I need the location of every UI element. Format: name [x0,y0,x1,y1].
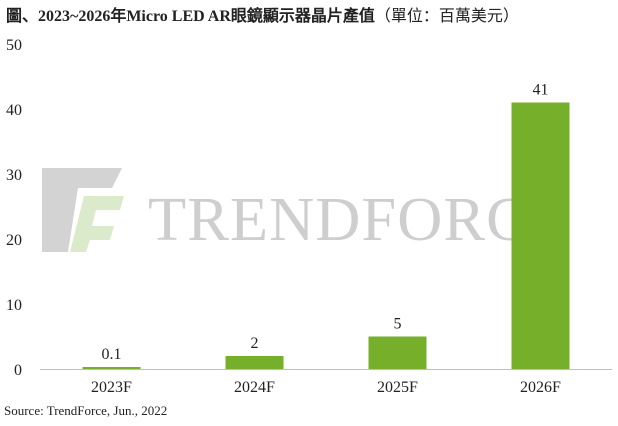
x-axis: 2023F 2024F 2025F 2026F [91,379,561,396]
x-tick-label: 2023F [91,379,132,396]
y-tick-label: 40 [6,102,22,119]
watermark-text: TRENDFORCE [148,186,568,254]
data-label: 2 [251,335,259,352]
chart-title: 圖、2023~2026年Micro LED AR眼鏡顯示器晶片產值（單位：百萬美… [6,2,519,26]
x-tick-label: 2024F [234,379,275,396]
y-tick-label: 20 [6,232,22,249]
chart-title-unit: （單位：百萬美元） [374,8,519,25]
data-label: 5 [394,316,402,333]
data-label: 0.1 [102,346,122,363]
bar-series: 0.1 2 5 41 [82,82,570,369]
bar [225,356,284,369]
data-label: 41 [533,82,549,99]
watermark: TRENDFORCE [42,168,568,254]
chart-title-text: 圖、2023~2026年Micro LED AR眼鏡顯示器晶片產值 [6,8,375,25]
y-tick-label: 0 [14,362,22,379]
y-axis: 0 10 20 30 40 50 [6,37,22,379]
y-tick-label: 10 [6,297,22,314]
bar [511,102,570,369]
source-note: Source: TrendForce, Jun., 2022 [4,403,168,418]
bar [368,336,427,369]
trendforce-logo-icon [42,168,124,252]
y-tick-label: 30 [6,167,22,184]
bar-chart: TRENDFORCE 0 10 20 30 40 50 0.1 2 5 41 2023F 2024… [6,37,612,396]
y-tick-label: 50 [6,37,22,54]
bar [82,367,141,369]
x-tick-label: 2025F [377,379,418,396]
x-tick-label: 2026F [520,379,561,396]
